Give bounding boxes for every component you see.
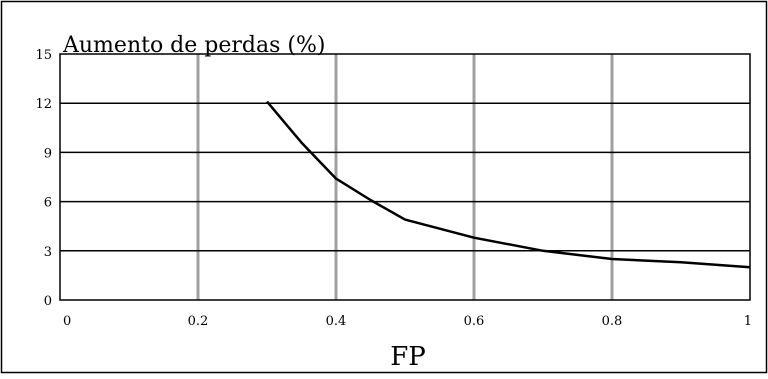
y-tick-label: 9 <box>44 146 52 161</box>
y-tick-label: 15 <box>35 48 52 63</box>
y-tick-label: 3 <box>44 245 52 260</box>
series-layer <box>266 100 751 269</box>
x-tick-label: 0.2 <box>188 314 209 329</box>
x-tick-label: 0.4 <box>326 314 347 329</box>
x-tick-label: 0.6 <box>464 314 485 329</box>
x-tick-labels: 0 0.2 0.4 0.6 0.8 1 <box>63 314 752 329</box>
x-tick-label: 1 <box>744 314 752 329</box>
x-tick-label: 0.8 <box>602 314 623 329</box>
grid-layer <box>60 54 750 300</box>
y-tick-label: 0 <box>44 294 52 309</box>
y-tick-label: 6 <box>44 196 52 211</box>
y-tick-label: 12 <box>35 97 52 112</box>
x-axis-label: FP <box>390 342 426 372</box>
chart-title: Aumento de perdas (%) <box>62 33 325 58</box>
x-tick-label: 0 <box>63 314 71 329</box>
series-line <box>266 100 751 269</box>
y-tick-labels: 0 3 6 9 12 15 <box>35 48 52 309</box>
plot-border <box>59 53 751 301</box>
